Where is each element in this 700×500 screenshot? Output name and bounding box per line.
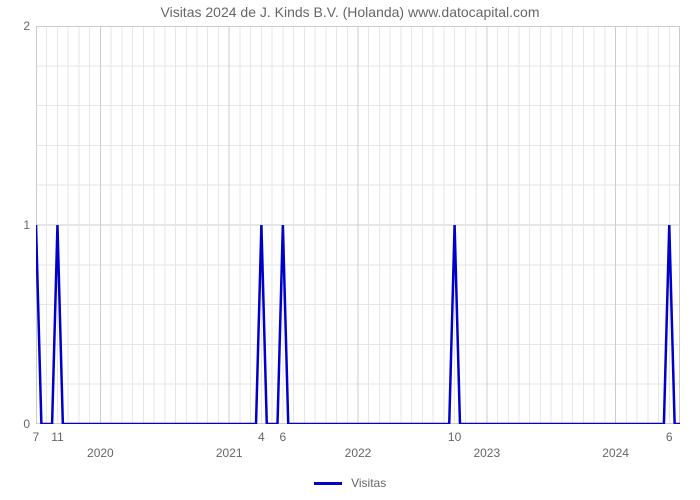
x-data-label: 11 <box>51 430 63 444</box>
x-year-label: 2024 <box>602 446 629 460</box>
x-year-label: 2021 <box>216 446 243 460</box>
x-year-label: 2022 <box>345 446 372 460</box>
x-data-label: 6 <box>280 430 287 444</box>
plot-area: 0127114610620202021202220232024 <box>36 26 680 424</box>
x-data-label: 7 <box>33 430 40 444</box>
x-year-label: 2020 <box>87 446 114 460</box>
chart-svg <box>36 26 680 424</box>
y-tick-label: 2 <box>23 19 30 33</box>
legend-label: Visitas <box>351 476 386 490</box>
x-data-label: 6 <box>666 430 673 444</box>
legend: Visitas <box>0 476 700 490</box>
legend-swatch <box>314 482 342 485</box>
chart-title: Visitas 2024 de J. Kinds B.V. (Holanda) … <box>0 4 700 20</box>
y-tick-label: 1 <box>23 218 30 232</box>
x-data-label: 4 <box>258 430 265 444</box>
y-tick-label: 0 <box>23 417 30 431</box>
x-data-label: 10 <box>448 430 461 444</box>
x-year-label: 2023 <box>473 446 500 460</box>
